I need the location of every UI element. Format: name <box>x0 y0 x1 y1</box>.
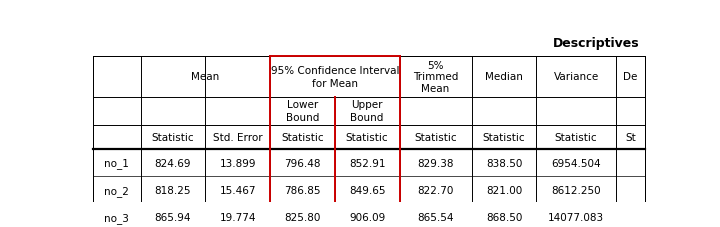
Text: 796.48: 796.48 <box>284 158 320 168</box>
Text: 6954.504: 6954.504 <box>552 158 601 168</box>
Text: 818.25: 818.25 <box>155 185 192 195</box>
Text: 5%
Trimmed
Mean: 5% Trimmed Mean <box>413 61 458 94</box>
Text: no_2: no_2 <box>104 185 129 196</box>
Text: Variance: Variance <box>554 72 599 82</box>
Text: 13.899: 13.899 <box>220 158 256 168</box>
Text: Mean: Mean <box>192 72 220 82</box>
Text: 865.54: 865.54 <box>418 212 454 222</box>
Text: 821.00: 821.00 <box>486 185 522 195</box>
Text: 19.774: 19.774 <box>220 212 256 222</box>
Text: 838.50: 838.50 <box>486 158 522 168</box>
Text: Statistic: Statistic <box>346 132 389 142</box>
Text: 786.85: 786.85 <box>284 185 320 195</box>
Text: Std. Error: Std. Error <box>213 132 263 142</box>
Text: 865.94: 865.94 <box>155 212 192 222</box>
Text: 14077.083: 14077.083 <box>548 212 604 222</box>
Text: 8612.250: 8612.250 <box>552 185 601 195</box>
Text: Lower
Bound: Lower Bound <box>286 100 319 122</box>
Text: St: St <box>625 132 636 142</box>
Text: Statistic: Statistic <box>554 132 598 142</box>
Text: 15.467: 15.467 <box>220 185 256 195</box>
Text: Upper
Bound: Upper Bound <box>351 100 384 122</box>
Text: 829.38: 829.38 <box>418 158 454 168</box>
Text: Statistic: Statistic <box>414 132 457 142</box>
Text: 822.70: 822.70 <box>418 185 454 195</box>
Text: Statistic: Statistic <box>482 132 526 142</box>
Text: 95% Confidence Interval
for Mean: 95% Confidence Interval for Mean <box>271 66 399 88</box>
Text: 825.80: 825.80 <box>284 212 320 222</box>
Text: Descriptives: Descriptives <box>553 37 639 49</box>
Text: no_1: no_1 <box>104 158 129 169</box>
Text: 868.50: 868.50 <box>486 212 522 222</box>
Text: De: De <box>624 72 638 82</box>
Text: 849.65: 849.65 <box>349 185 385 195</box>
Text: Statistic: Statistic <box>152 132 194 142</box>
Text: Median: Median <box>485 72 523 82</box>
Text: 852.91: 852.91 <box>349 158 385 168</box>
Text: Statistic: Statistic <box>281 132 324 142</box>
Text: 824.69: 824.69 <box>155 158 192 168</box>
Text: 906.09: 906.09 <box>349 212 385 222</box>
Text: no_3: no_3 <box>104 212 129 223</box>
